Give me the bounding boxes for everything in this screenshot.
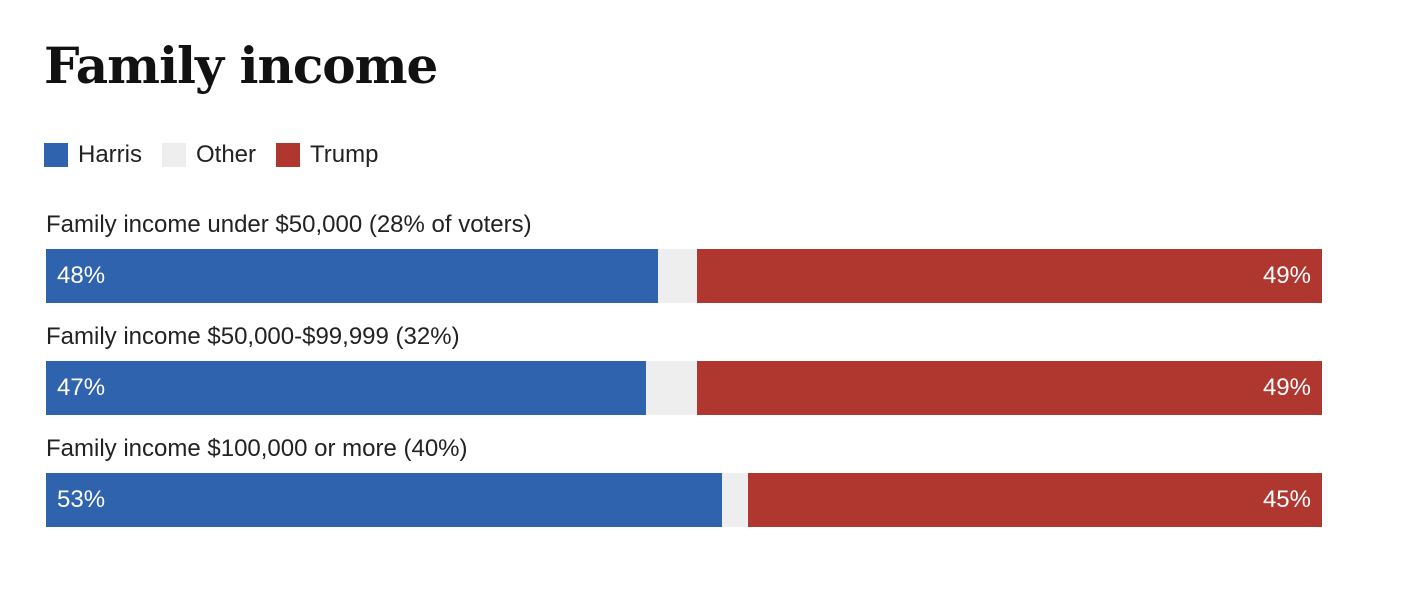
bar-segment-harris xyxy=(46,361,646,415)
bar-row: 47% 49% xyxy=(46,361,1322,415)
bar-segment-trump xyxy=(747,473,1322,527)
legend-item-trump: Trump xyxy=(276,141,378,169)
bar-segment-trump xyxy=(696,249,1322,303)
bar-segment-other xyxy=(658,249,697,303)
bar-row: 48% 49% xyxy=(46,249,1322,303)
legend-swatch-other xyxy=(162,143,186,167)
data-label-trump: 45% xyxy=(1262,486,1311,513)
data-label-harris: 48% xyxy=(57,262,106,289)
data-label-harris: 47% xyxy=(57,374,106,401)
legend-item-other: Other xyxy=(162,141,256,169)
data-label-harris: 53% xyxy=(57,486,106,513)
chart-title: Family income xyxy=(44,36,438,95)
row-label: Family income $100,000 or more (40%) xyxy=(46,435,468,462)
data-label-trump: 49% xyxy=(1262,262,1311,289)
legend-swatch-trump xyxy=(276,143,301,167)
bar-segment-other xyxy=(645,361,697,415)
row-label: Family income under $50,000 (28% of vote… xyxy=(46,211,532,238)
row-label: Family income $50,000-$99,999 (32%) xyxy=(46,323,460,350)
bar-segment-trump xyxy=(696,361,1322,415)
data-label-trump: 49% xyxy=(1262,374,1311,401)
stacked-bar-chart: Family income under $50,000 (28% of vote… xyxy=(46,0,1322,596)
legend-item-harris: Harris xyxy=(44,141,142,169)
legend: Harris Other Trump xyxy=(44,140,398,170)
legend-label-harris: Harris xyxy=(78,141,142,168)
bar-segment-other xyxy=(722,473,748,527)
bar-segment-harris xyxy=(46,249,659,303)
legend-label-other: Other xyxy=(196,141,257,168)
bar-row: 53% 45% xyxy=(46,473,1322,527)
bar-segment-harris xyxy=(46,473,723,527)
legend-swatch-harris xyxy=(44,143,68,167)
legend-label-trump: Trump xyxy=(310,141,379,168)
